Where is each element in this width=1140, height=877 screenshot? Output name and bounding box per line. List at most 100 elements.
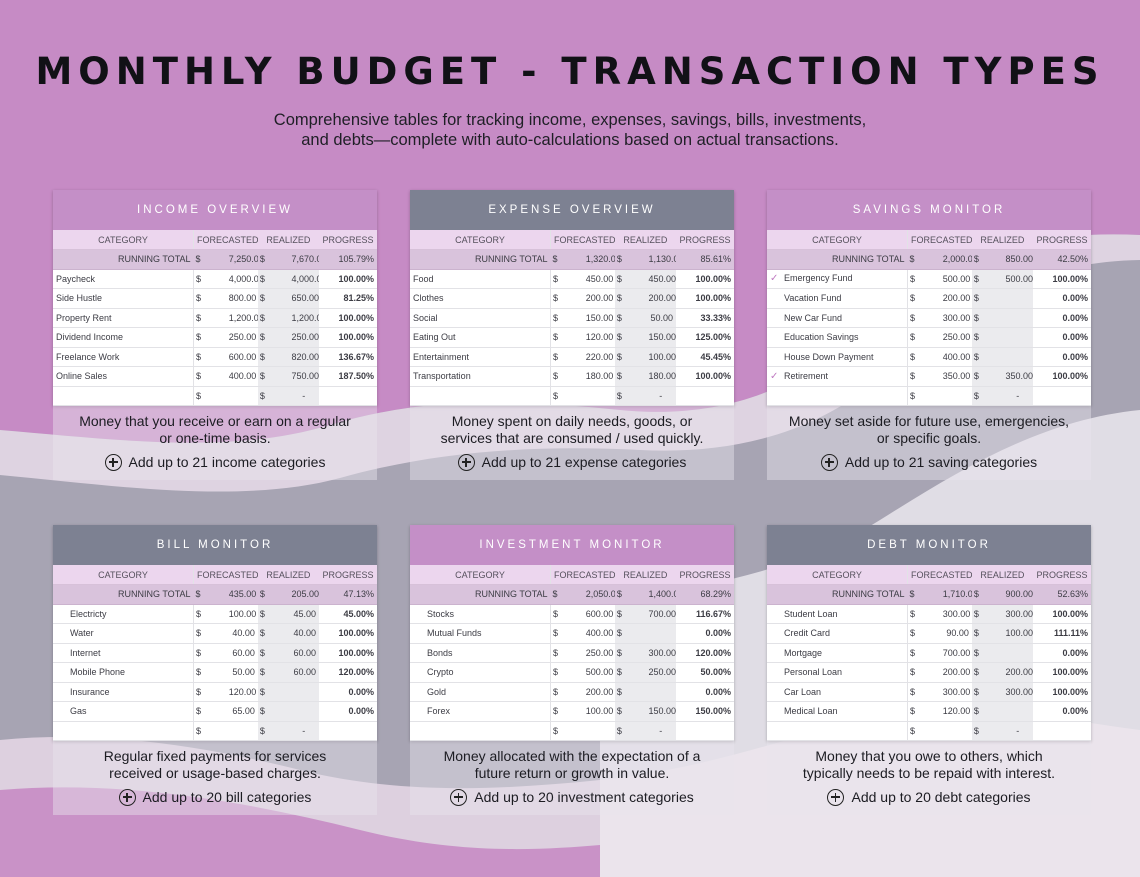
realized-cell[interactable]: 350.00 xyxy=(1002,366,1033,387)
category-cell[interactable]: Mobile Phone xyxy=(53,662,195,683)
forecasted-cell[interactable]: 120.00 xyxy=(582,327,615,348)
category-cell[interactable]: Bonds xyxy=(410,643,552,663)
table-row[interactable]: Car Loan $300.00 $300.00 100.00% xyxy=(767,682,1091,702)
realized-cell[interactable]: 450.00 xyxy=(645,269,676,289)
empty-category-cell[interactable] xyxy=(410,721,552,741)
forecasted-cell[interactable]: 180.00 xyxy=(582,366,615,387)
forecasted-cell[interactable]: 500.00 xyxy=(582,662,615,683)
empty-realized-cell[interactable]: - xyxy=(1002,386,1033,406)
realized-cell[interactable]: 250.00 xyxy=(288,327,319,348)
category-cell[interactable]: Electricty xyxy=(53,604,195,624)
category-cell[interactable]: Insurance xyxy=(53,682,195,702)
realized-cell[interactable]: - xyxy=(288,701,319,722)
category-cell[interactable]: Paycheck xyxy=(53,269,195,289)
empty-realized-cell[interactable]: - xyxy=(288,721,319,741)
category-cell[interactable]: Social xyxy=(410,308,552,328)
table-row[interactable]: Side Hustle $800.00 $650.00 81.25% xyxy=(53,288,377,309)
forecasted-cell[interactable]: 300.00 xyxy=(939,682,972,702)
category-cell[interactable]: ✓ Retirement xyxy=(767,366,909,387)
table-row[interactable]: Clothes $200.00 $200.00 100.00% xyxy=(410,288,734,309)
table-row[interactable]: Medical Loan$120.00$-0.00% xyxy=(767,701,1091,722)
table-row[interactable]: Insurance$120.00$-0.00% xyxy=(53,682,377,702)
forecasted-cell[interactable]: 450.00 xyxy=(582,269,615,289)
category-cell[interactable]: Internet xyxy=(53,643,195,663)
forecasted-cell[interactable]: 200.00 xyxy=(939,288,972,309)
category-cell[interactable]: Eating Out xyxy=(410,327,552,348)
empty-category-cell[interactable] xyxy=(53,721,195,741)
forecasted-cell[interactable]: 200.00 xyxy=(582,682,615,702)
empty-row[interactable]: $ $ - xyxy=(53,721,377,741)
empty-realized-cell[interactable]: - xyxy=(645,721,676,741)
category-cell[interactable]: Vacation Fund xyxy=(767,288,909,309)
empty-realized-cell[interactable]: - xyxy=(645,386,676,406)
category-cell[interactable]: Mutual Funds xyxy=(410,623,552,644)
category-cell[interactable]: House Down Payment xyxy=(767,347,909,367)
category-cell[interactable]: New Car Fund xyxy=(767,308,909,328)
realized-cell[interactable]: 820.00 xyxy=(288,347,319,367)
forecasted-cell[interactable]: 100.00 xyxy=(225,604,258,624)
realized-cell[interactable]: 180.00 xyxy=(645,366,676,387)
table-row[interactable]: Freelance Work $600.00 $820.00 136.67% xyxy=(53,347,377,367)
forecasted-cell[interactable]: 120.00 xyxy=(939,701,972,722)
table-row[interactable]: Eating Out $120.00 $150.00 125.00% xyxy=(410,327,734,348)
table-row[interactable]: New Car Fund$300.00$-0.00% xyxy=(767,308,1091,328)
table-row[interactable]: Mobile Phone $50.00 $60.00 120.00% xyxy=(53,662,377,683)
realized-cell[interactable]: - xyxy=(645,682,676,702)
table-row[interactable]: Online Sales $400.00 $750.00 187.50% xyxy=(53,366,377,387)
empty-forecasted-cell[interactable] xyxy=(939,721,972,741)
forecasted-cell[interactable]: 250.00 xyxy=(582,643,615,663)
empty-realized-cell[interactable]: - xyxy=(288,386,319,406)
category-cell[interactable]: ✓ Emergency Fund xyxy=(767,269,909,289)
empty-row[interactable]: $ $ - xyxy=(410,386,734,406)
realized-cell[interactable]: 50.00 xyxy=(645,308,676,328)
realized-cell[interactable]: - xyxy=(1002,288,1033,309)
empty-forecasted-cell[interactable] xyxy=(582,386,615,406)
empty-forecasted-cell[interactable] xyxy=(225,386,258,406)
realized-cell[interactable]: 40.00 xyxy=(288,623,319,644)
empty-realized-cell[interactable]: - xyxy=(1002,721,1033,741)
realized-cell[interactable]: 300.00 xyxy=(645,643,676,663)
realized-cell[interactable]: 200.00 xyxy=(645,288,676,309)
forecasted-cell[interactable]: 4,000.00 xyxy=(225,269,258,289)
forecasted-cell[interactable]: 65.00 xyxy=(225,701,258,722)
category-cell[interactable]: Forex xyxy=(410,701,552,722)
category-cell[interactable]: Clothes xyxy=(410,288,552,309)
table-row[interactable]: Gas$65.00$-0.00% xyxy=(53,701,377,722)
realized-cell[interactable]: - xyxy=(1002,308,1033,328)
forecasted-cell[interactable]: 600.00 xyxy=(225,347,258,367)
table-row[interactable]: Education Savings$250.00$-0.00% xyxy=(767,327,1091,348)
realized-cell[interactable]: 150.00 xyxy=(645,327,676,348)
table-row[interactable]: Social $150.00 $50.00 33.33% xyxy=(410,308,734,328)
table-row[interactable]: Entertainment $220.00 $100.00 45.45% xyxy=(410,347,734,367)
empty-row[interactable]: $ $ - xyxy=(410,721,734,741)
category-cell[interactable]: Online Sales xyxy=(53,366,195,387)
table-row[interactable]: ✓ Emergency Fund $500.00 $500.00 100.00% xyxy=(767,269,1091,289)
realized-cell[interactable]: - xyxy=(1002,643,1033,663)
forecasted-cell[interactable]: 350.00 xyxy=(939,366,972,387)
realized-cell[interactable]: 750.00 xyxy=(288,366,319,387)
realized-cell[interactable]: - xyxy=(1002,701,1033,722)
realized-cell[interactable]: - xyxy=(288,682,319,702)
realized-cell[interactable]: 300.00 xyxy=(1002,682,1033,702)
category-cell[interactable]: Freelance Work xyxy=(53,347,195,367)
forecasted-cell[interactable]: 90.00 xyxy=(939,623,972,644)
forecasted-cell[interactable]: 60.00 xyxy=(225,643,258,663)
category-cell[interactable]: Car Loan xyxy=(767,682,909,702)
forecasted-cell[interactable]: 120.00 xyxy=(225,682,258,702)
table-row[interactable]: Crypto $500.00 $250.00 50.00% xyxy=(410,662,734,683)
empty-row[interactable]: $ $ - xyxy=(767,386,1091,406)
empty-forecasted-cell[interactable] xyxy=(225,721,258,741)
forecasted-cell[interactable]: 300.00 xyxy=(939,308,972,328)
forecasted-cell[interactable]: 50.00 xyxy=(225,662,258,683)
category-cell[interactable]: Gas xyxy=(53,701,195,722)
table-row[interactable]: Internet $60.00 $60.00 100.00% xyxy=(53,643,377,663)
realized-cell[interactable]: 700.00 xyxy=(645,604,676,624)
category-cell[interactable]: Personal Loan xyxy=(767,662,909,683)
table-row[interactable]: ✓ Retirement $350.00 $350.00 100.00% xyxy=(767,366,1091,387)
table-row[interactable]: House Down Payment$400.00$-0.00% xyxy=(767,347,1091,367)
category-cell[interactable]: Gold xyxy=(410,682,552,702)
forecasted-cell[interactable]: 200.00 xyxy=(582,288,615,309)
category-cell[interactable]: Crypto xyxy=(410,662,552,683)
